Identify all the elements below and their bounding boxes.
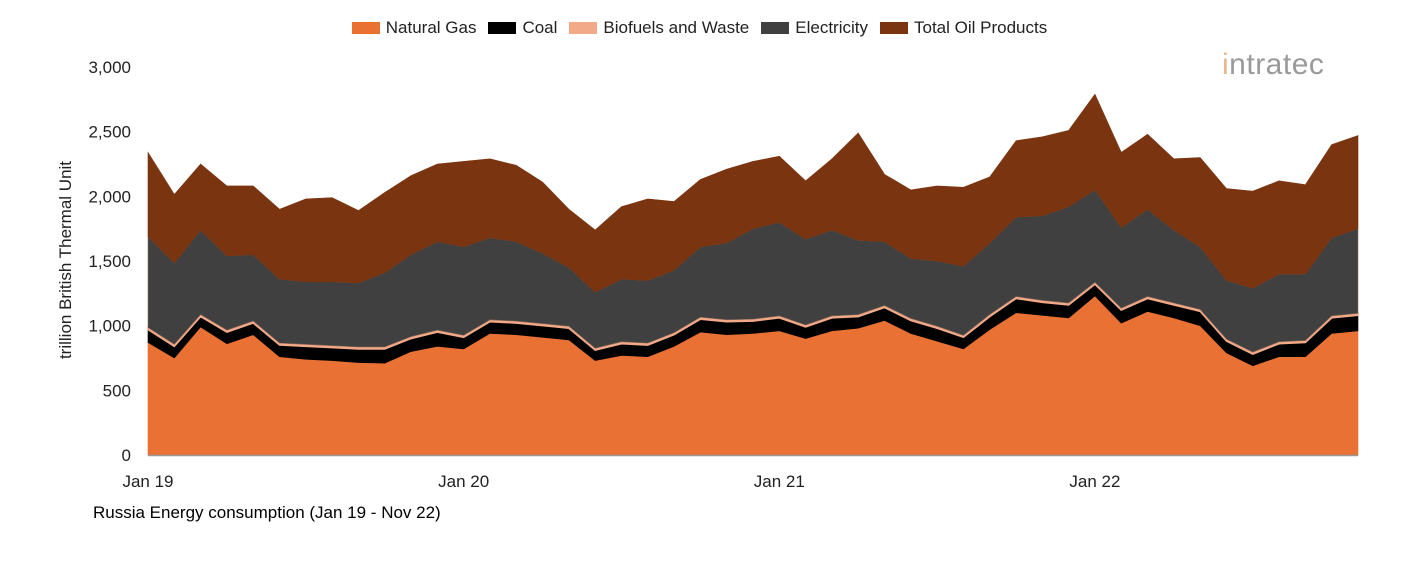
y-tick-label: 1,500 [88,252,131,271]
legend-swatch [569,22,598,34]
legend-swatch [351,22,380,34]
legend-label: Coal [522,18,558,37]
legend-item: Biofuels and Waste [569,18,749,38]
x-tick-label: Jan 19 [122,472,173,491]
y-tick-label: 500 [103,381,131,400]
legend-label: Natural Gas [385,18,477,37]
y-tick-label: 2,500 [88,123,131,142]
legend-label: Electricity [795,18,868,37]
y-tick-label: 2,000 [88,187,131,206]
legend-swatch [880,22,908,34]
x-tick-label: Jan 21 [754,472,805,491]
legend-swatch [488,22,517,34]
legend-item: Electricity [761,18,868,38]
legend-item: Natural Gas [351,18,477,38]
legend-label: Biofuels and Waste [603,18,750,37]
logo-i: i [1222,48,1230,81]
logo-text: ntratec [1229,48,1325,81]
intratec-logo: intratec [1222,48,1324,82]
legend-item: Coal [488,18,557,38]
legend-item: Total Oil Products [880,18,1047,38]
legend: Natural Gas Coal Biofuels and Waste Electri… [0,18,1401,38]
legend-label: Total Oil Products [914,18,1048,37]
x-tick-label: Jan 22 [1069,472,1120,491]
y-tick-label: 0 [122,446,131,465]
y-tick-label: 3,000 [88,58,131,77]
legend-swatch [761,22,790,34]
x-tick-label: Jan 20 [438,472,489,491]
chart-caption: Russia Energy consumption (Jan 19 - Nov … [93,503,441,522]
area-total-oil-products [147,93,1359,293]
y-tick-label: 1,000 [88,317,131,336]
